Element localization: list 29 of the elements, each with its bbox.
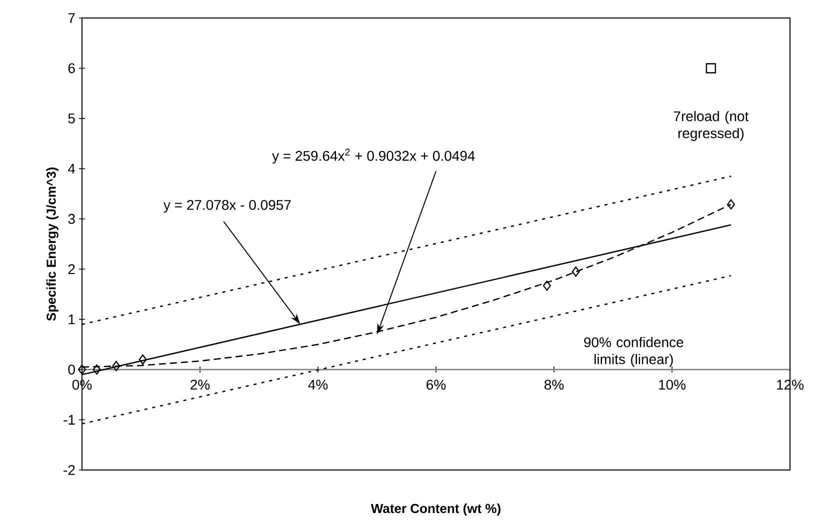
y-tick-label: 1	[68, 314, 75, 324]
x-tick-label: 6%	[426, 380, 446, 390]
x-tick-label: 4%	[308, 380, 328, 390]
annotation: 90% confidence limits (linear)	[584, 336, 684, 368]
y-tick-label: 2	[68, 264, 75, 274]
point	[572, 266, 580, 277]
x-axis-title: Water Content (wt %)	[370, 504, 500, 516]
y-tick-label: 5	[68, 114, 75, 124]
y-tick-label: 3	[68, 214, 75, 224]
annotation: y = 259.64x$^{2}$ + 0.9032x + 0.0494	[272, 148, 475, 164]
y-tick-label: -1	[64, 414, 75, 425]
y-tick-label: 4	[68, 164, 76, 174]
point	[112, 360, 120, 372]
point	[542, 280, 551, 291]
y-tick-label: 0	[68, 364, 75, 375]
x-tick-label: 10%	[659, 380, 686, 390]
point	[706, 63, 716, 74]
y-tick-label: 6	[68, 63, 75, 74]
x-tick-label: 8%	[544, 380, 564, 390]
point	[92, 364, 101, 375]
y-tick-label: 7	[68, 13, 75, 23]
y-tick-label: -2	[64, 465, 75, 475]
annotation: 7reload (not regressed)	[674, 110, 749, 142]
x-tick-label: 2%	[190, 380, 210, 390]
point	[78, 364, 86, 375]
y-axis-title: Specific Energy (J/cm^3)	[46, 168, 58, 321]
point	[727, 199, 735, 210]
point	[138, 354, 147, 365]
annotation: y = 27.078x - 0.0957	[163, 200, 291, 213]
